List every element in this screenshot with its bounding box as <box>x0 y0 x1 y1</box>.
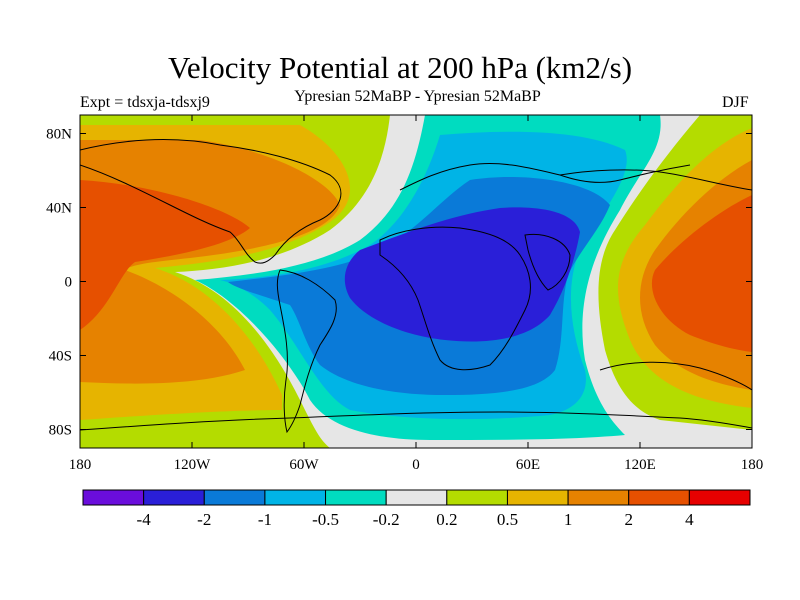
y-tick-label: 80S <box>49 423 72 439</box>
colorbar-label: 2 <box>624 510 633 529</box>
colorbar-label: -0.5 <box>312 510 339 529</box>
coastline-india <box>524 233 571 291</box>
x-tick-label: 60E <box>516 457 540 473</box>
y-axis: 80N 40N 0 40S 80S <box>46 127 752 439</box>
colorbar-label: 1 <box>564 510 573 529</box>
colorbar-label: -1 <box>258 510 272 529</box>
colorbar-label: -4 <box>137 510 152 529</box>
x-tick-label: 180 <box>741 457 764 473</box>
x-tick-label: 180 <box>69 457 92 473</box>
field-band-west-2 <box>80 180 250 330</box>
y-tick-label: 80N <box>46 127 72 143</box>
colorbar-swatch <box>506 489 569 506</box>
x-tick-label: 60W <box>289 457 319 473</box>
colorbar-label: 0.2 <box>436 510 457 529</box>
colorbar-label: 0.5 <box>497 510 518 529</box>
colorbar-swatch <box>446 489 508 506</box>
colorbar-swatch <box>143 489 205 506</box>
colorbar-swatch <box>688 489 751 506</box>
season-label: DJF <box>722 94 749 111</box>
y-tick-label: 40S <box>49 349 72 365</box>
colorbar-swatch <box>567 489 630 506</box>
coastline-north-america <box>80 139 342 264</box>
coastline-australia-antarctica <box>599 361 752 391</box>
colorbar-swatch <box>325 489 387 506</box>
subtitle: Ypresian 52MaBP - Ypresian 52MaBP <box>294 88 541 105</box>
x-axis: 180 120W 60W 0 60E 120E 180 <box>69 115 764 473</box>
colorbar-swatch <box>203 489 266 506</box>
y-tick-label: 40N <box>46 201 72 217</box>
coastlines <box>80 139 752 434</box>
colorbar-label: -2 <box>197 510 211 529</box>
coastline-south-america <box>276 269 337 434</box>
colorbar-swatch <box>628 489 690 506</box>
map-area <box>80 115 752 448</box>
field-band-east-2 <box>651 195 752 352</box>
coastline-antarctica <box>80 411 752 431</box>
colorbar-swatch <box>264 489 327 506</box>
x-tick-label: 0 <box>412 457 420 473</box>
colorbar-swatch <box>385 489 448 506</box>
y-tick-label: 0 <box>65 275 73 291</box>
field-band-center--2 <box>344 207 580 342</box>
x-tick-label: 120W <box>174 457 212 473</box>
coastline-europe <box>399 162 691 191</box>
colorbar: -4 -2 -1 -0.5 -0.2 0.2 0.5 1 2 4 <box>82 489 751 529</box>
colorbar-label: 4 <box>685 510 694 529</box>
coastline-asia <box>559 169 752 191</box>
colorbar-swatch <box>82 489 145 506</box>
x-tick-label: 120E <box>624 457 656 473</box>
coastline-africa <box>379 226 531 371</box>
page-title: Velocity Potential at 200 hPa (km2/s) <box>167 50 633 85</box>
colorbar-label: -0.2 <box>373 510 400 529</box>
experiment-label: Expt = tdsxja-tdsxj9 <box>80 94 210 111</box>
